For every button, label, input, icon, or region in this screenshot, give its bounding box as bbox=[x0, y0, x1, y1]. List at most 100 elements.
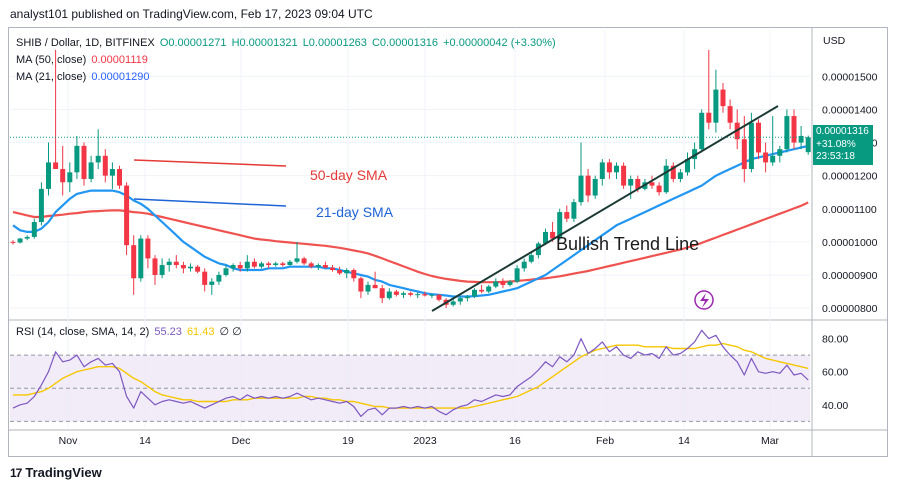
candle-body bbox=[720, 89, 726, 107]
footer-brand-label: TradingView bbox=[25, 465, 102, 480]
candle-body bbox=[585, 175, 591, 196]
candle-body bbox=[770, 155, 776, 163]
candle-body bbox=[102, 155, 108, 176]
legend-row-ma21[interactable]: MA (21, close) 0.00001290 bbox=[16, 71, 152, 83]
candle-body bbox=[699, 112, 705, 150]
candle-body bbox=[784, 116, 790, 150]
legend-row-ma50[interactable]: MA (50, close) 0.00001119 bbox=[16, 54, 150, 66]
candle-body bbox=[315, 265, 321, 267]
candle-body bbox=[649, 182, 655, 186]
chart-frame bbox=[8, 27, 888, 457]
candle-body bbox=[88, 162, 94, 179]
sma21-annotation-label: 21-day SMA bbox=[316, 204, 394, 220]
candle-body bbox=[81, 145, 87, 179]
candle-body bbox=[322, 265, 328, 268]
price-tick-label: 0.00001100 bbox=[822, 204, 877, 216]
candle-body bbox=[727, 106, 733, 123]
candle-body bbox=[344, 270, 350, 274]
candle-body bbox=[535, 243, 541, 256]
annotation-group: 50-day SMA 21-day SMA Bullish Trend Line bbox=[133, 105, 779, 312]
rsi-value: 55.23 bbox=[154, 326, 182, 338]
candle-body bbox=[777, 149, 783, 156]
candle-body bbox=[706, 112, 712, 123]
candle-body bbox=[741, 139, 747, 170]
candle-body bbox=[195, 266, 201, 272]
time-tick-label: 16 bbox=[509, 435, 521, 447]
candle-body bbox=[457, 298, 463, 302]
candle-body bbox=[791, 116, 797, 143]
candle-body bbox=[464, 296, 470, 299]
candle-body bbox=[514, 268, 520, 282]
candle-body bbox=[493, 281, 499, 287]
candle-body bbox=[578, 175, 584, 203]
candle-body bbox=[677, 172, 683, 179]
change-value: +0.00000042 (+3.30%) bbox=[443, 37, 556, 49]
time-tick-label: Feb bbox=[596, 435, 614, 447]
candle-body bbox=[401, 293, 406, 295]
candle-body bbox=[209, 281, 215, 285]
footer-brand[interactable]: 17 TradingView bbox=[10, 465, 102, 480]
candle-body bbox=[756, 122, 761, 153]
candle-body bbox=[95, 155, 101, 163]
candle-body bbox=[280, 263, 286, 266]
time-tick-label: Dec bbox=[232, 435, 251, 447]
publish-header: analyst101 published on TradingView.com,… bbox=[10, 7, 373, 21]
ma21-group bbox=[12, 144, 809, 298]
candle-body bbox=[692, 149, 698, 160]
candle-body bbox=[237, 265, 243, 269]
candle-body bbox=[188, 266, 193, 269]
candle-body bbox=[479, 289, 485, 292]
candle-body bbox=[31, 222, 37, 237]
candle-body bbox=[74, 145, 80, 173]
candle-body bbox=[273, 263, 279, 266]
ma50-group bbox=[12, 201, 809, 284]
candle-body bbox=[372, 284, 378, 289]
price-tick-label: 0.00001200 bbox=[822, 171, 878, 183]
legend-row-rsi[interactable]: RSI (14, close, SMA, 14, 2) 55.23 61.43 … bbox=[16, 325, 244, 338]
open-value: O0.00001271 bbox=[159, 37, 227, 49]
candle-body bbox=[500, 281, 506, 285]
last-price-change: +31.08% bbox=[816, 138, 856, 150]
ma21-value: 0.00001290 bbox=[91, 71, 150, 83]
candle-body bbox=[266, 263, 272, 266]
candle-body bbox=[159, 265, 165, 275]
candle-body bbox=[294, 258, 300, 262]
candle-body bbox=[543, 231, 548, 244]
candle-body bbox=[251, 261, 257, 267]
sma21-annotation-line bbox=[133, 198, 287, 207]
lightning-icon bbox=[694, 290, 714, 310]
candle-body bbox=[365, 284, 371, 292]
candle-body bbox=[635, 178, 641, 189]
candle-body bbox=[386, 291, 392, 299]
ma50-label: MA (50, close) bbox=[16, 54, 87, 66]
lightning-bolt-icon bbox=[700, 293, 709, 308]
candle-body bbox=[358, 278, 364, 292]
last-price-badge: 0.00001316 +31.08% 23:53:18 bbox=[813, 125, 873, 165]
candle-body bbox=[202, 271, 208, 285]
time-tick-label: Nov bbox=[59, 435, 78, 447]
rsi-line bbox=[12, 329, 809, 417]
candle-body bbox=[393, 291, 399, 295]
price-axis-unit: USD bbox=[823, 35, 846, 47]
candle-body bbox=[152, 258, 158, 275]
last-price: 0.00001316 bbox=[816, 126, 869, 137]
candle-body bbox=[713, 89, 719, 123]
candle-body bbox=[117, 169, 122, 186]
ma21-line bbox=[12, 144, 809, 298]
candle-body bbox=[763, 152, 769, 163]
candle-body bbox=[550, 231, 556, 239]
candle-body bbox=[571, 202, 577, 219]
candle-body bbox=[656, 185, 662, 193]
candle-body bbox=[173, 261, 179, 266]
sma50-annotation-line bbox=[133, 159, 287, 167]
rsi-group bbox=[12, 329, 809, 417]
candle-body bbox=[748, 122, 754, 170]
candle-body bbox=[180, 265, 186, 269]
candle-body bbox=[564, 212, 570, 219]
low-value: L0.00001263 bbox=[302, 37, 367, 49]
ma21-label: MA (21, close) bbox=[16, 71, 87, 83]
trend-line bbox=[431, 105, 779, 312]
candle-body bbox=[131, 245, 137, 279]
time-tick-label: 2023 bbox=[413, 435, 437, 447]
